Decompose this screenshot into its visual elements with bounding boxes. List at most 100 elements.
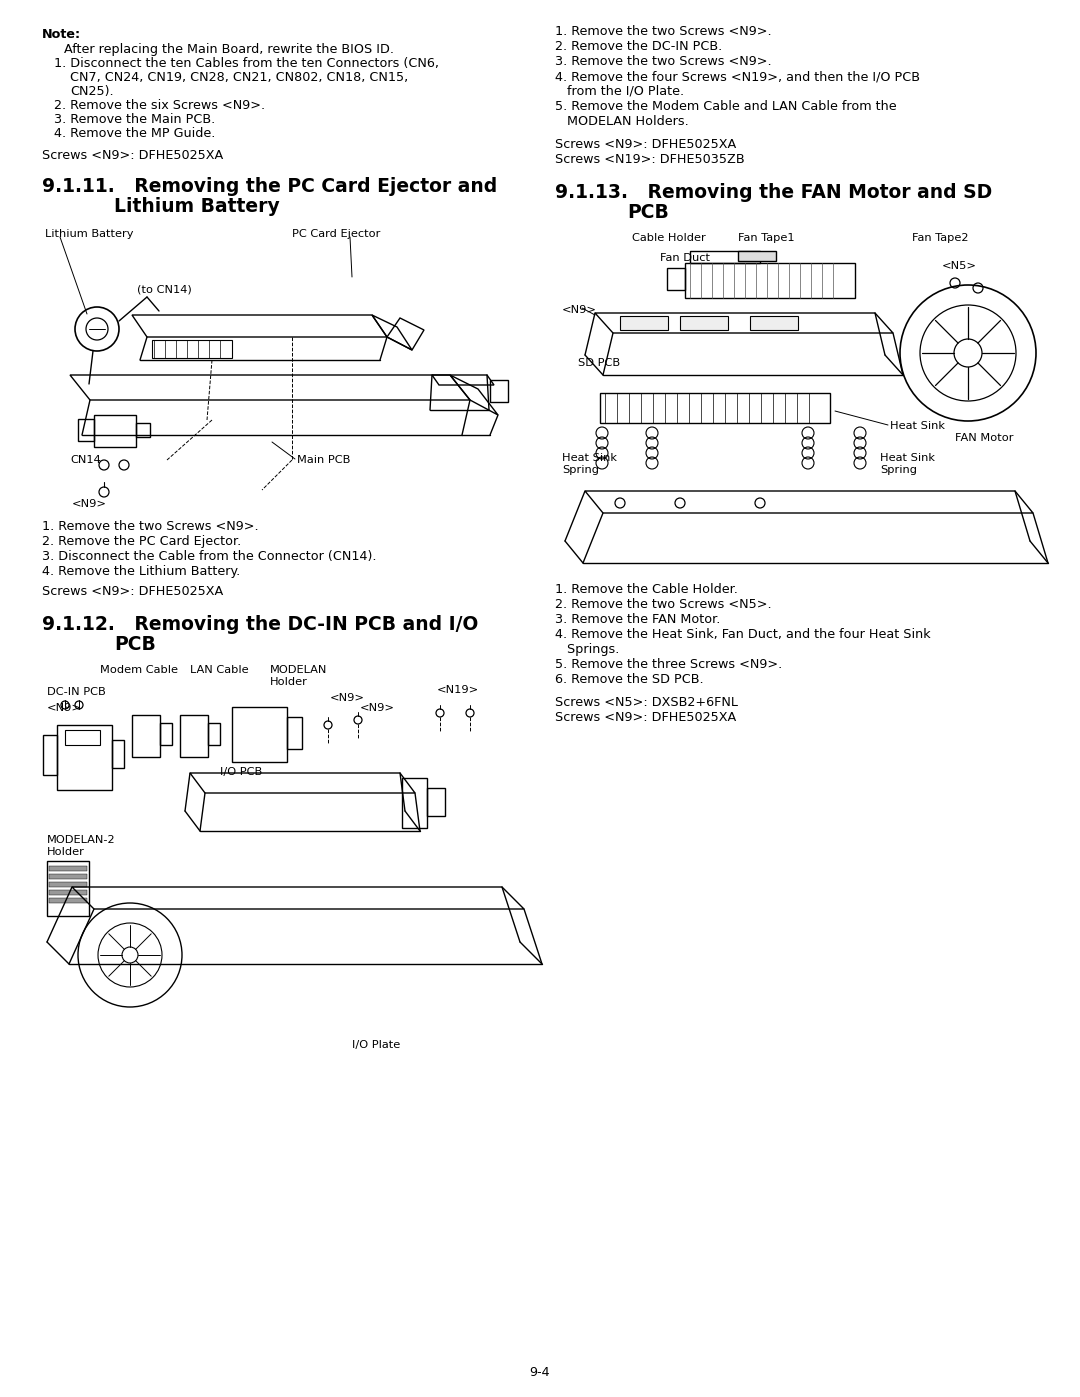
Bar xyxy=(49,898,87,902)
Bar xyxy=(680,316,728,330)
Bar xyxy=(94,415,136,447)
Text: Note:: Note: xyxy=(42,28,81,41)
Text: Fan Duct: Fan Duct xyxy=(660,253,710,263)
Text: from the I/O Plate.: from the I/O Plate. xyxy=(555,85,684,98)
Text: <N9>: <N9> xyxy=(562,305,597,314)
Text: DC-IN PCB: DC-IN PCB xyxy=(48,687,106,697)
Text: CN25).: CN25). xyxy=(70,85,113,98)
Text: 3. Remove the Main PCB.: 3. Remove the Main PCB. xyxy=(54,113,215,126)
Text: PC Card Ejector: PC Card Ejector xyxy=(292,229,380,239)
Text: SD PCB: SD PCB xyxy=(578,358,620,367)
Bar xyxy=(48,861,89,916)
Text: Springs.: Springs. xyxy=(555,643,619,657)
Text: 6. Remove the SD PCB.: 6. Remove the SD PCB. xyxy=(555,673,704,686)
Text: Heat Sink: Heat Sink xyxy=(880,453,935,462)
Bar xyxy=(78,419,94,441)
Text: MODELAN-2: MODELAN-2 xyxy=(48,835,116,845)
Bar xyxy=(112,740,124,768)
Text: Fan Tape2: Fan Tape2 xyxy=(912,233,969,243)
Text: Heat Sink: Heat Sink xyxy=(562,453,617,462)
Bar xyxy=(600,393,831,423)
Text: Modem Cable: Modem Cable xyxy=(100,665,178,675)
Text: <N9>: <N9> xyxy=(48,703,82,712)
Text: Screws <N9>: DFHE5025XA: Screws <N9>: DFHE5025XA xyxy=(42,585,224,598)
Text: 4. Remove the Lithium Battery.: 4. Remove the Lithium Battery. xyxy=(42,564,240,578)
Text: Holder: Holder xyxy=(270,678,308,687)
Bar xyxy=(490,380,508,402)
Text: LAN Cable: LAN Cable xyxy=(190,665,248,675)
Text: MODELAN Holders.: MODELAN Holders. xyxy=(555,115,689,129)
Text: Screws <N19>: DFHE5035ZB: Screws <N19>: DFHE5035ZB xyxy=(555,154,744,166)
Bar xyxy=(65,731,100,745)
Text: Fan Tape1: Fan Tape1 xyxy=(738,233,795,243)
Text: Spring: Spring xyxy=(562,465,599,475)
Bar xyxy=(427,788,445,816)
Text: 5. Remove the three Screws <N9>.: 5. Remove the three Screws <N9>. xyxy=(555,658,782,671)
Text: 3. Disconnect the Cable from the Connector (CN14).: 3. Disconnect the Cable from the Connect… xyxy=(42,550,377,563)
Text: 1. Disconnect the ten Cables from the ten Connectors (CN6,: 1. Disconnect the ten Cables from the te… xyxy=(54,57,438,70)
Text: Lithium Battery: Lithium Battery xyxy=(114,197,280,217)
Text: Screws <N9>: DFHE5025XA: Screws <N9>: DFHE5025XA xyxy=(42,149,224,162)
Text: Screws <N9>: DFHE5025XA: Screws <N9>: DFHE5025XA xyxy=(555,711,737,724)
Text: <N5>: <N5> xyxy=(942,261,977,271)
Bar xyxy=(232,707,287,761)
Text: <N19>: <N19> xyxy=(437,685,480,694)
Bar xyxy=(287,717,302,749)
Text: 9.1.12.   Removing the DC-IN PCB and I/O: 9.1.12. Removing the DC-IN PCB and I/O xyxy=(42,615,478,634)
Bar xyxy=(180,715,208,757)
Text: 1. Remove the two Screws <N9>.: 1. Remove the two Screws <N9>. xyxy=(42,520,258,534)
Text: I/O Plate: I/O Plate xyxy=(352,1039,401,1051)
Text: 2. Remove the PC Card Ejector.: 2. Remove the PC Card Ejector. xyxy=(42,535,241,548)
Text: CN14: CN14 xyxy=(70,455,100,465)
Bar xyxy=(49,875,87,879)
Text: <N9>: <N9> xyxy=(72,499,107,509)
Text: I/O PCB: I/O PCB xyxy=(220,767,262,777)
Text: Heat Sink: Heat Sink xyxy=(890,420,945,432)
Bar xyxy=(152,339,232,358)
Text: Screws <N9>: DFHE5025XA: Screws <N9>: DFHE5025XA xyxy=(555,138,737,151)
Text: After replacing the Main Board, rewrite the BIOS ID.: After replacing the Main Board, rewrite … xyxy=(64,43,394,56)
Bar xyxy=(750,316,798,330)
Bar xyxy=(685,263,855,298)
Text: 9-4: 9-4 xyxy=(529,1366,551,1379)
Text: 4. Remove the Heat Sink, Fan Duct, and the four Heat Sink: 4. Remove the Heat Sink, Fan Duct, and t… xyxy=(555,629,931,641)
Text: Spring: Spring xyxy=(880,465,917,475)
Text: 2. Remove the DC-IN PCB.: 2. Remove the DC-IN PCB. xyxy=(555,41,723,53)
Text: 9.1.13.   Removing the FAN Motor and SD: 9.1.13. Removing the FAN Motor and SD xyxy=(555,183,993,203)
Text: 9.1.11.   Removing the PC Card Ejector and: 9.1.11. Removing the PC Card Ejector and xyxy=(42,177,497,196)
Bar xyxy=(738,251,777,261)
Bar xyxy=(620,316,669,330)
Text: PCB: PCB xyxy=(627,203,669,222)
Text: PCB: PCB xyxy=(114,636,156,654)
Text: Holder: Holder xyxy=(48,847,85,856)
Text: 5. Remove the Modem Cable and LAN Cable from the: 5. Remove the Modem Cable and LAN Cable … xyxy=(555,101,896,113)
Text: FAN Motor: FAN Motor xyxy=(955,433,1013,443)
Bar xyxy=(132,715,160,757)
Text: Main PCB: Main PCB xyxy=(297,455,350,465)
Bar xyxy=(160,724,172,745)
Text: 3. Remove the two Screws <N9>.: 3. Remove the two Screws <N9>. xyxy=(555,54,771,68)
Bar xyxy=(402,778,427,828)
Bar xyxy=(667,268,685,291)
Bar xyxy=(208,724,220,745)
Bar xyxy=(136,423,150,437)
Bar xyxy=(690,251,760,263)
Bar xyxy=(49,866,87,870)
Text: <N9>: <N9> xyxy=(330,693,365,703)
Text: Cable Holder: Cable Holder xyxy=(632,233,705,243)
Text: 4. Remove the MP Guide.: 4. Remove the MP Guide. xyxy=(54,127,215,140)
Text: 1. Remove the Cable Holder.: 1. Remove the Cable Holder. xyxy=(555,583,738,597)
Text: <N9>: <N9> xyxy=(360,703,395,712)
Text: 3. Remove the FAN Motor.: 3. Remove the FAN Motor. xyxy=(555,613,720,626)
Bar xyxy=(43,735,57,775)
Text: 2. Remove the six Screws <N9>.: 2. Remove the six Screws <N9>. xyxy=(54,99,265,112)
Text: 1. Remove the two Screws <N9>.: 1. Remove the two Screws <N9>. xyxy=(555,25,771,38)
Bar xyxy=(49,890,87,895)
Text: Lithium Battery: Lithium Battery xyxy=(45,229,134,239)
Text: 4. Remove the four Screws <N19>, and then the I/O PCB: 4. Remove the four Screws <N19>, and the… xyxy=(555,70,920,82)
Text: CN7, CN24, CN19, CN28, CN21, CN802, CN18, CN15,: CN7, CN24, CN19, CN28, CN21, CN802, CN18… xyxy=(70,71,408,84)
Text: (to CN14): (to CN14) xyxy=(137,285,192,295)
Text: Screws <N5>: DXSB2+6FNL: Screws <N5>: DXSB2+6FNL xyxy=(555,696,738,710)
Text: 2. Remove the two Screws <N5>.: 2. Remove the two Screws <N5>. xyxy=(555,598,771,610)
Text: MODELAN: MODELAN xyxy=(270,665,327,675)
